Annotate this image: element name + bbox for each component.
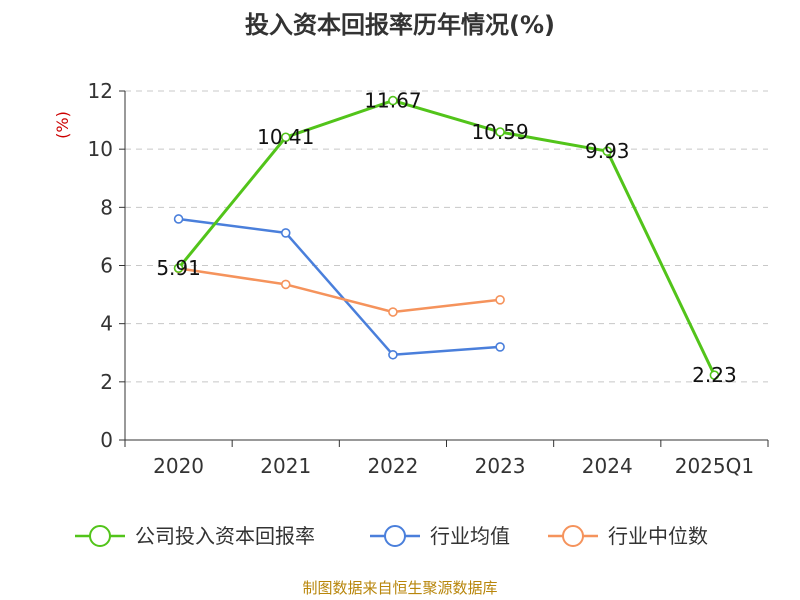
x-tick-label: 2023: [475, 454, 526, 478]
data-point: [388, 307, 398, 317]
data-point: [495, 295, 505, 305]
series-lines: [173, 95, 720, 380]
data-point: [280, 228, 291, 238]
data-labels: 5.91 10.41 11.67 10.59 9.93 2.23: [156, 89, 736, 388]
data-point: [495, 342, 505, 352]
source-note: 制图数据来自恒生聚源数据库: [302, 579, 497, 597]
x-tick-label: 2020: [153, 454, 204, 478]
data-label: 2.23: [692, 363, 737, 387]
legend-label: 行业中位数: [608, 524, 708, 548]
data-point: [388, 95, 398, 106]
legend-item: 行业中位数: [548, 524, 708, 548]
x-tick-label: 2024: [582, 454, 633, 478]
y-tick-label: 8: [100, 195, 113, 219]
y-tick-label: 6: [100, 254, 113, 278]
legend-label: 公司投入资本回报率: [135, 524, 315, 548]
y-tick-label: 12: [88, 79, 113, 103]
y-tick-label: 4: [100, 312, 113, 336]
chart-title: 投入资本回报率历年情况(%): [245, 11, 555, 39]
legend-label: 行业均值: [430, 524, 510, 548]
legend-swatch-marker: [562, 525, 584, 547]
legend: 公司投入资本回报率 行业均值 行业中位数: [75, 524, 708, 548]
series-line: [178, 217, 501, 357]
y-axis-label: (%): [53, 111, 72, 139]
data-label: 5.91: [156, 256, 201, 280]
data-point: [173, 214, 184, 224]
data-label: 10.59: [471, 120, 528, 144]
x-tick-label: 2025Q1: [675, 454, 754, 478]
data-point: [388, 349, 398, 360]
series-line: [177, 99, 716, 376]
data-point: [280, 132, 291, 143]
x-tick-label: 2021: [260, 454, 311, 478]
data-label: 9.93: [585, 139, 630, 163]
data-point: [709, 370, 720, 380]
y-tick-label: 0: [100, 428, 113, 452]
data-label: 10.41: [257, 125, 314, 149]
axes: 0 2 4 6 8 10 12 2020 2021 2022 2023 2024 2025Q1: [88, 79, 769, 478]
legend-item: 行业均值: [370, 524, 510, 548]
series-line: [178, 267, 501, 314]
y-tick-label: 10: [88, 137, 113, 161]
legend-item: 公司投入资本回报率: [75, 524, 315, 548]
gridlines: [125, 90, 768, 383]
data-point: [602, 146, 613, 157]
data-label: 11.67: [364, 89, 421, 113]
data-point: [280, 279, 291, 290]
legend-swatch-marker: [384, 525, 406, 547]
data-point: [173, 263, 184, 273]
legend-swatch-marker: [89, 525, 111, 547]
x-tick-label: 2022: [367, 454, 418, 478]
data-point: [495, 127, 505, 137]
y-tick-label: 2: [100, 370, 113, 394]
